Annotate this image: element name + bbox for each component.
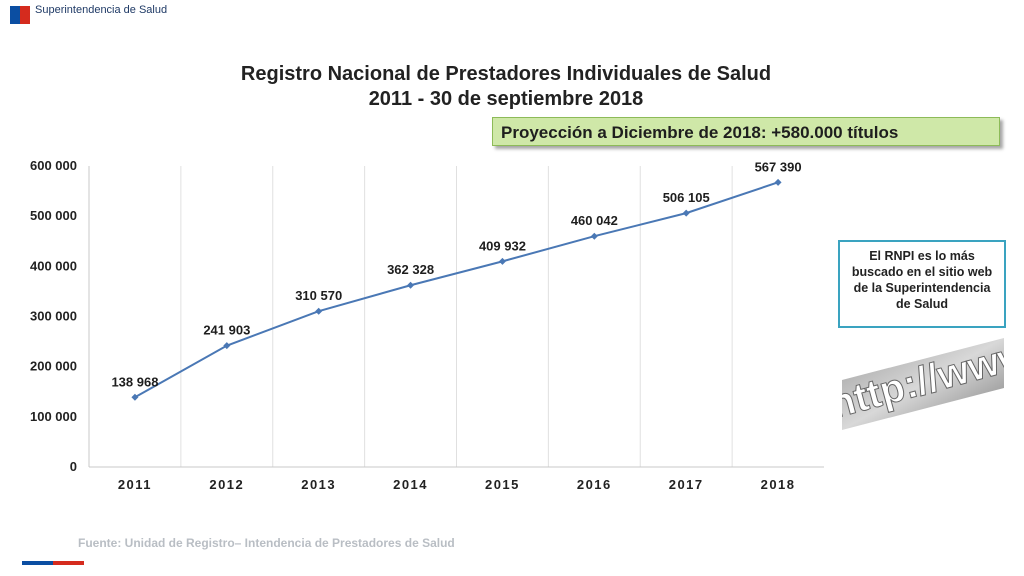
projection-callout: Proyección a Diciembre de 2018: +580.000… <box>492 117 1000 146</box>
banner-text: http://www <box>842 338 1004 427</box>
x-tick-label: 2012 <box>209 477 244 492</box>
title-line-1: Registro Nacional de Prestadores Individ… <box>240 63 772 85</box>
data-label: 310 570 <box>295 288 342 303</box>
data-point-marker <box>407 281 415 289</box>
x-tick-label: 2017 <box>669 477 704 492</box>
data-point-marker <box>498 257 506 265</box>
data-label: 460 042 <box>571 213 618 228</box>
data-point-marker <box>131 393 139 401</box>
series-layer <box>131 178 782 401</box>
logo-flag <box>10 6 30 24</box>
y-tick-label: 200 000 <box>30 359 77 374</box>
organization-name: Superintendencia de Salud <box>35 4 168 16</box>
chart-title: Registro Nacional de Prestadores Individ… <box>0 62 1012 112</box>
flag-blue-stripe <box>10 6 20 24</box>
data-label: 409 932 <box>479 238 526 253</box>
axes <box>88 166 824 468</box>
flag-red-stripe <box>20 6 30 24</box>
y-tick-label: 400 000 <box>30 258 77 273</box>
y-tick-label: 500 000 <box>30 208 77 223</box>
line-chart: 0 100 000 200 000 300 000 400 000 500 000 600 … <box>30 158 824 492</box>
data-point-marker <box>682 209 690 217</box>
data-point-marker <box>774 178 782 186</box>
data-label: 506 105 <box>663 190 710 205</box>
labels-layer: 0 100 000 200 000 300 000 400 000 500 000 600 … <box>30 158 802 492</box>
series-line <box>134 181 779 399</box>
data-point-marker <box>315 307 323 315</box>
footer-flag-bar <box>22 561 84 565</box>
website-banner-image: http://www <box>842 338 1004 430</box>
footer-blue-stripe <box>22 561 53 565</box>
y-tick-label: 0 <box>70 459 77 474</box>
x-tick-label: 2013 <box>301 477 336 492</box>
source-note: Fuente: Unidad de Registro– Intendencia … <box>78 536 455 550</box>
x-tick-label: 2018 <box>761 477 796 492</box>
x-tick-label: 2011 <box>118 477 152 492</box>
data-point-marker <box>590 232 598 240</box>
data-label: 362 328 <box>387 262 434 277</box>
y-tick-label: 600 000 <box>30 158 77 173</box>
title-line-2: 2011 - 30 de septiembre 2018 <box>368 88 644 110</box>
x-tick-label: 2014 <box>393 477 428 492</box>
grid-lines <box>180 166 733 467</box>
x-tick-label: 2016 <box>577 477 612 492</box>
data-label: 138 968 <box>111 374 158 389</box>
data-label: 567 390 <box>755 159 802 174</box>
info-box: El RNPI es lo más buscado en el sitio we… <box>838 240 1006 328</box>
data-label: 241 903 <box>203 323 250 338</box>
data-point-marker <box>223 342 231 350</box>
footer-red-stripe <box>53 561 84 565</box>
y-tick-label: 100 000 <box>30 409 77 424</box>
x-tick-label: 2015 <box>485 477 520 492</box>
y-tick-label: 300 000 <box>30 309 77 324</box>
